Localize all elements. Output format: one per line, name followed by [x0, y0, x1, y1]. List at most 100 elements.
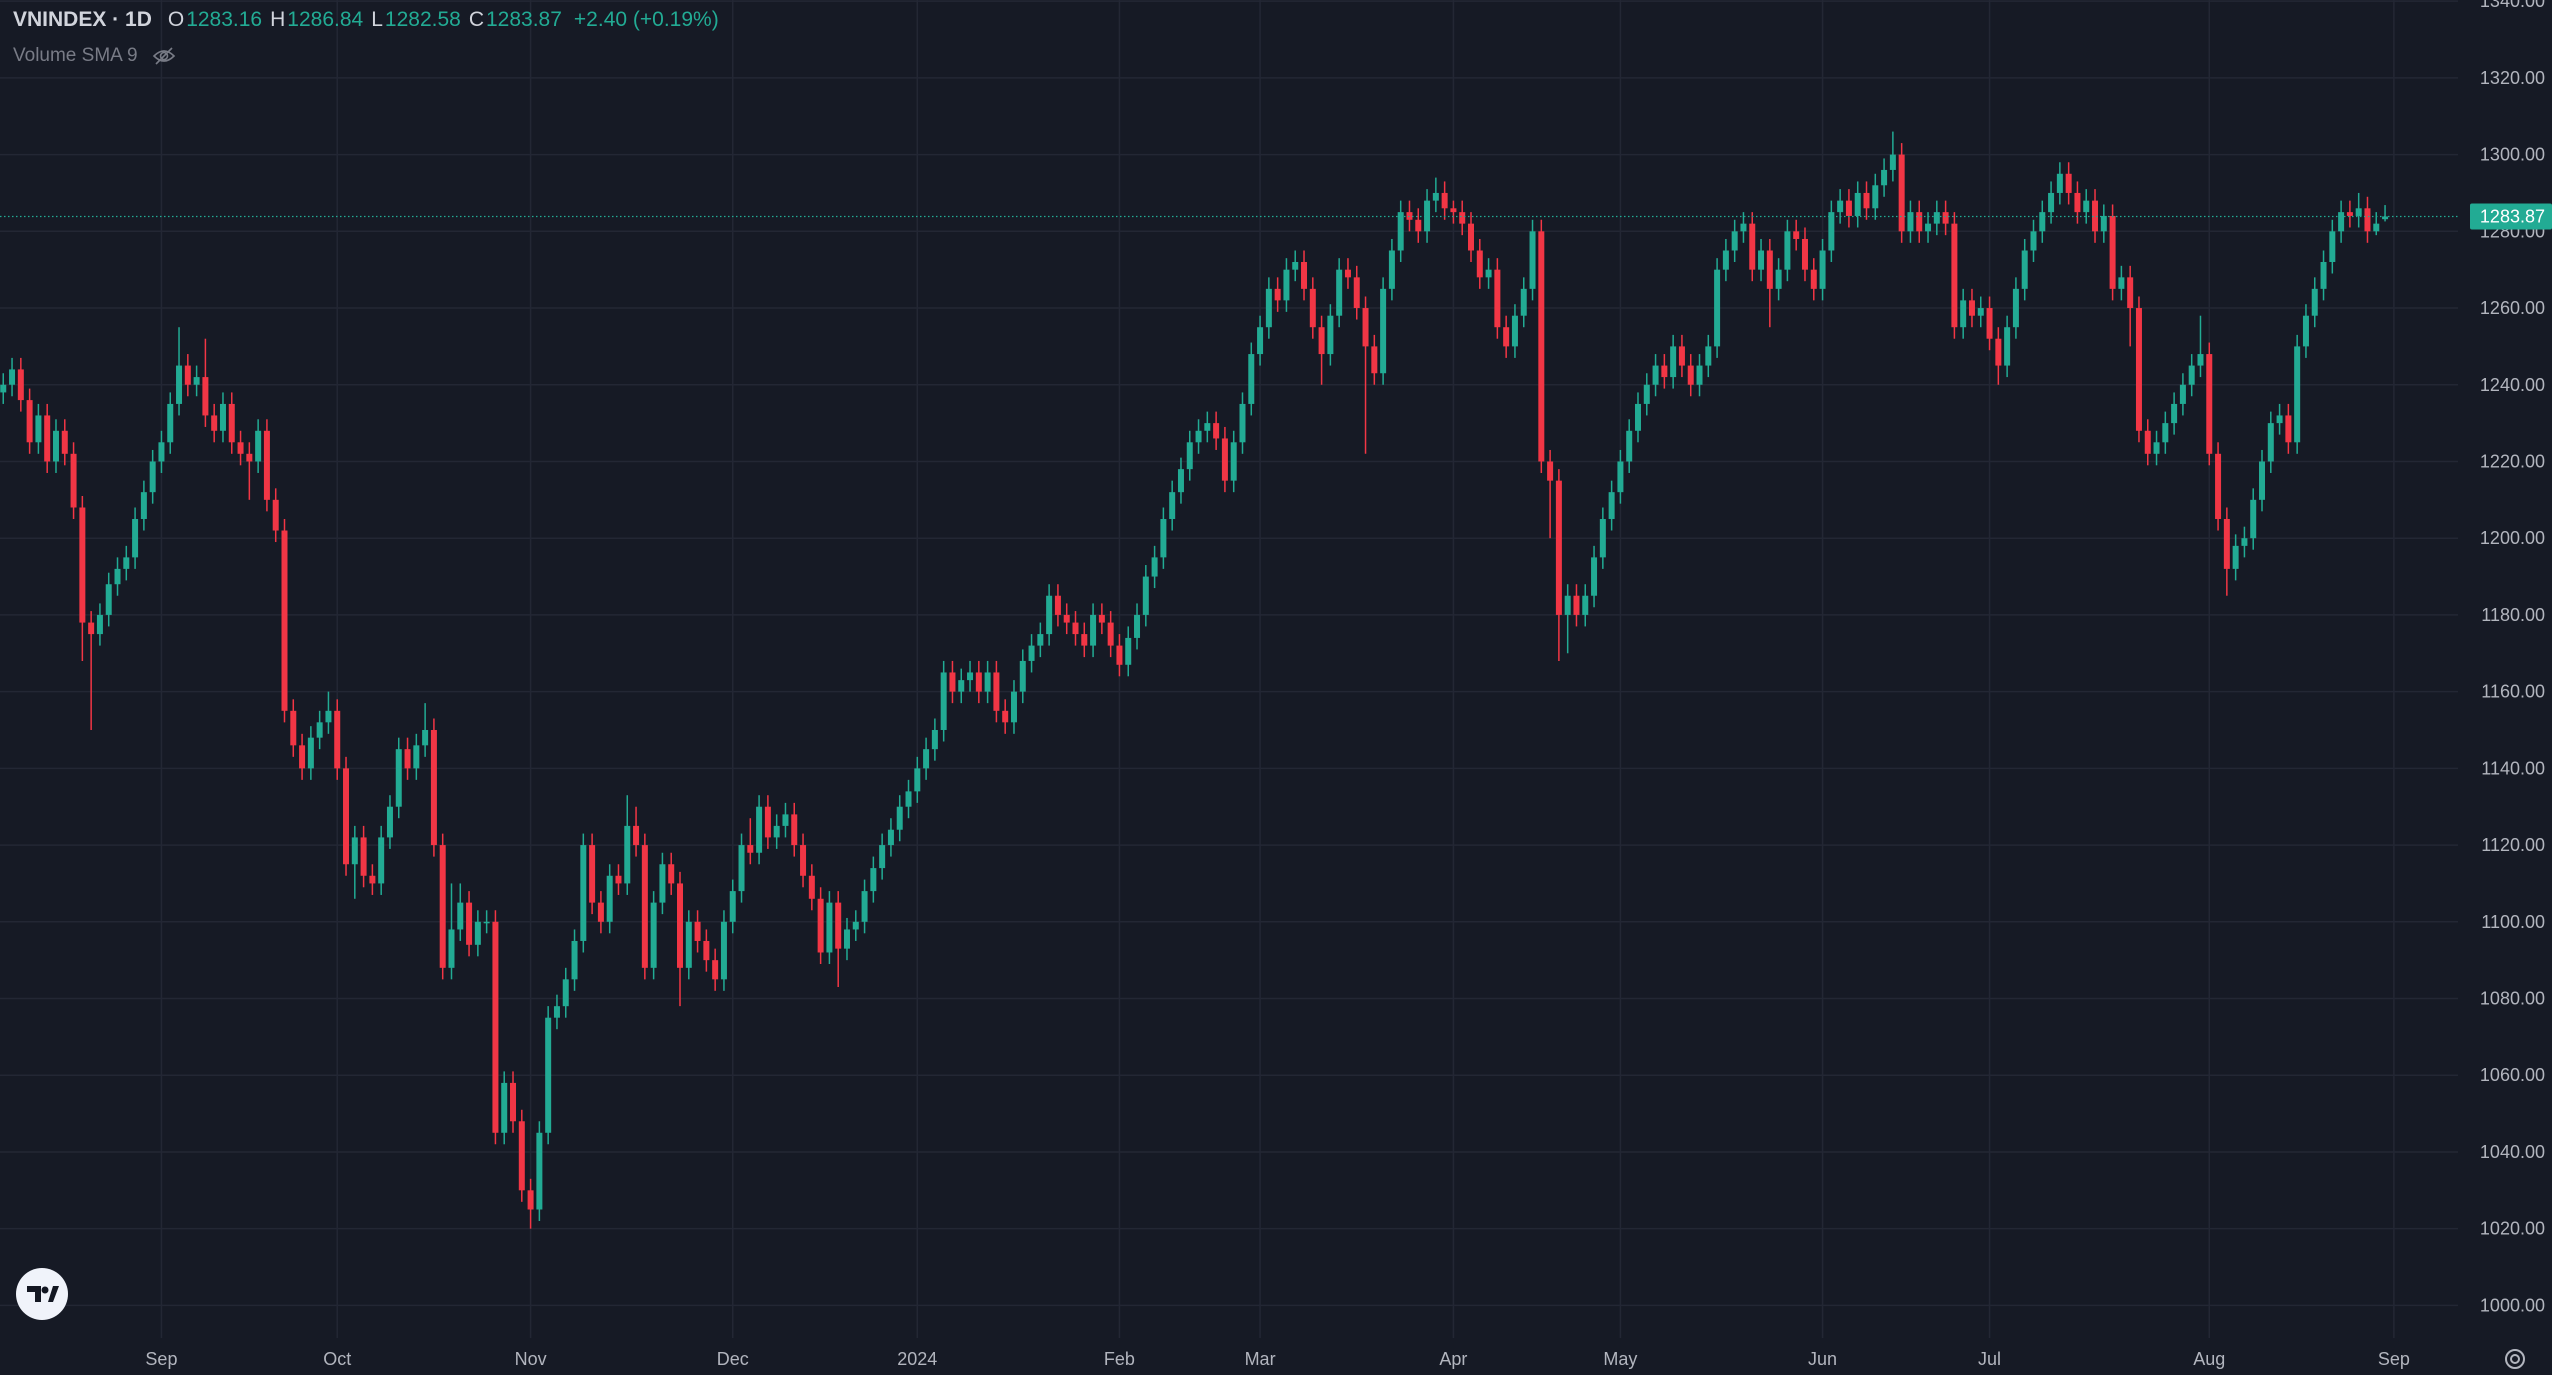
candle-body [1828, 212, 1835, 251]
candle-body [1424, 200, 1431, 232]
x-tick-label: Dec [717, 1349, 749, 1369]
candle-body [176, 365, 183, 404]
candle-body [703, 940, 710, 961]
candle-body [1670, 346, 1677, 378]
candle-body [1793, 231, 1800, 239]
candle-body [1257, 327, 1264, 355]
candle-body [1265, 288, 1272, 328]
candle-body [1063, 614, 1070, 623]
candle-body [1151, 557, 1158, 577]
candle-body [466, 902, 473, 945]
y-tick-label: 1300.00 [2480, 145, 2545, 165]
candle-body [105, 584, 112, 615]
candle-body [2250, 499, 2257, 539]
candle-body [1907, 212, 1914, 232]
candle-body [474, 921, 481, 945]
candle-body [975, 672, 982, 692]
candle-body [1309, 288, 1316, 328]
candle-body [52, 430, 59, 462]
candle-body [1415, 219, 1422, 232]
candle-body [70, 453, 77, 508]
candle-body [193, 377, 200, 385]
candle-body [2144, 430, 2151, 454]
candle-body [1037, 634, 1044, 646]
candle-body [2048, 192, 2055, 213]
candle-body [817, 898, 824, 953]
ohlc-value: 1282.58 [384, 8, 461, 31]
candle-body [527, 1190, 534, 1210]
candle-body [1160, 519, 1167, 558]
candle-body [887, 829, 894, 846]
candle-body [791, 814, 798, 846]
candle-body [1397, 212, 1404, 251]
indicator-name: Volume SMA 9 [13, 45, 138, 66]
candle-body [580, 845, 587, 941]
candle-body [35, 415, 42, 443]
candle-body [562, 979, 569, 1007]
candle-body [1916, 212, 1923, 232]
candle-body [668, 864, 675, 884]
candle-body [123, 557, 130, 569]
candle-body [2039, 212, 2046, 232]
x-tick-label: 2024 [897, 1349, 937, 1369]
candle-body [738, 845, 745, 892]
candle-body [2276, 415, 2283, 424]
candle-body [1371, 346, 1378, 374]
candle-body [369, 875, 376, 884]
candle-body [808, 875, 815, 899]
candle-body [2320, 261, 2327, 289]
y-tick-label: 1040.00 [2480, 1142, 2545, 1162]
candle-body [2188, 365, 2195, 385]
candle-body [1898, 154, 1905, 232]
candle-body [2241, 538, 2248, 546]
candle-body [1819, 250, 1826, 289]
candle-body [2074, 192, 2081, 213]
candle-body [2294, 346, 2301, 443]
settings-icon[interactable] [2505, 1349, 2525, 1369]
candle-body [720, 921, 727, 980]
hide-icon[interactable] [152, 46, 176, 66]
candle-body [2223, 519, 2230, 569]
candle-body [949, 672, 956, 692]
candle-body [1731, 231, 1738, 251]
candle-body [773, 825, 780, 838]
candle-body [1837, 200, 1844, 213]
candle-body [1072, 622, 1079, 635]
ohlc-key: L [371, 8, 383, 31]
x-tick-label: Jun [1808, 1349, 1837, 1369]
candle-body [1028, 645, 1035, 661]
candle-body [202, 377, 209, 416]
x-tick-label: Mar [1245, 1349, 1276, 1369]
candle-body [2197, 354, 2204, 366]
candle-body [2382, 216, 2389, 220]
candle-body [44, 415, 51, 462]
legend-header: VNINDEX · 1D O 1283.16 H 1286.84 L 1282.58 C 12… [13, 8, 725, 32]
y-tick-label: 1060.00 [2480, 1065, 2545, 1085]
candle-body [1432, 192, 1439, 201]
candle-body [1476, 250, 1483, 278]
y-tick-label: 1140.00 [2481, 758, 2545, 778]
candle-body [1353, 277, 1360, 309]
candle-body [923, 749, 930, 769]
candle-body [1854, 192, 1861, 216]
candle-body [1450, 208, 1457, 213]
y-tick-label: 1120.00 [2481, 835, 2545, 855]
candle-body [1274, 288, 1281, 301]
candle-body [1046, 595, 1053, 635]
candle-body [1784, 231, 1791, 270]
candle-body [184, 365, 191, 385]
candle-body [1125, 637, 1132, 665]
candle-body [861, 891, 868, 922]
candle-body [1177, 469, 1184, 493]
x-tick-label: Apr [1439, 1349, 1467, 1369]
candle-body [1010, 691, 1017, 723]
candle-body [17, 369, 24, 401]
candle-body [1441, 192, 1448, 209]
candle-body [439, 845, 446, 968]
candle-body [545, 1017, 552, 1133]
candle-body [413, 745, 420, 769]
candle-body [1511, 315, 1518, 347]
logo[interactable] [16, 1268, 68, 1320]
candle-body [2004, 327, 2011, 366]
candle-body [1195, 430, 1202, 443]
